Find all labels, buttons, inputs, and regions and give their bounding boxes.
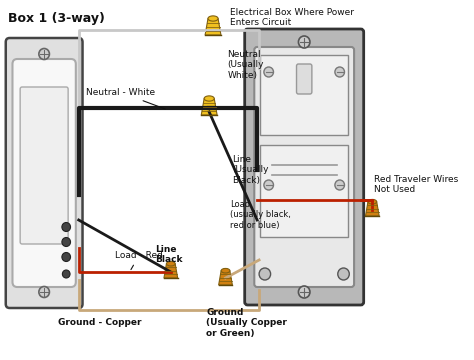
FancyBboxPatch shape: [297, 64, 312, 94]
Text: Neutral
(Usually
White): Neutral (Usually White): [228, 50, 264, 80]
Circle shape: [335, 67, 345, 77]
Text: Electrical Box Where Power
Enters Circuit: Electrical Box Where Power Enters Circui…: [230, 8, 354, 27]
Polygon shape: [365, 202, 379, 216]
Text: Red Traveler Wires
Not Used: Red Traveler Wires Not Used: [374, 175, 458, 194]
Circle shape: [299, 286, 310, 298]
Circle shape: [62, 222, 71, 231]
Ellipse shape: [166, 261, 175, 266]
Circle shape: [39, 49, 49, 59]
FancyBboxPatch shape: [260, 55, 348, 135]
Circle shape: [338, 268, 349, 280]
Ellipse shape: [204, 96, 214, 101]
Text: Neutral - White: Neutral - White: [86, 88, 165, 109]
Circle shape: [62, 252, 71, 261]
Polygon shape: [201, 99, 217, 115]
FancyBboxPatch shape: [6, 38, 82, 308]
Text: Ground
(Usually Copper
or Green): Ground (Usually Copper or Green): [206, 308, 287, 338]
Circle shape: [259, 268, 271, 280]
Ellipse shape: [208, 16, 218, 21]
Circle shape: [264, 67, 273, 77]
Text: Load - Red: Load - Red: [115, 251, 163, 270]
Polygon shape: [219, 271, 232, 285]
Polygon shape: [164, 264, 178, 278]
FancyBboxPatch shape: [245, 29, 364, 305]
Circle shape: [299, 36, 310, 48]
FancyBboxPatch shape: [254, 47, 354, 287]
Circle shape: [264, 180, 273, 190]
Text: Line
(Usually
Black): Line (Usually Black): [232, 155, 269, 185]
Text: Box 1 (3-way): Box 1 (3-way): [8, 12, 105, 25]
Circle shape: [335, 180, 345, 190]
Text: Ground - Copper: Ground - Copper: [57, 318, 141, 327]
Text: Line
Black: Line Black: [155, 245, 183, 264]
FancyBboxPatch shape: [12, 59, 76, 287]
Ellipse shape: [221, 269, 230, 273]
Circle shape: [39, 287, 49, 297]
Circle shape: [63, 270, 70, 278]
Text: Load
(usually black,
red or blue): Load (usually black, red or blue): [230, 200, 291, 230]
Ellipse shape: [368, 199, 377, 204]
FancyBboxPatch shape: [260, 145, 348, 237]
Circle shape: [62, 238, 71, 247]
FancyBboxPatch shape: [20, 87, 68, 244]
Polygon shape: [205, 18, 221, 35]
